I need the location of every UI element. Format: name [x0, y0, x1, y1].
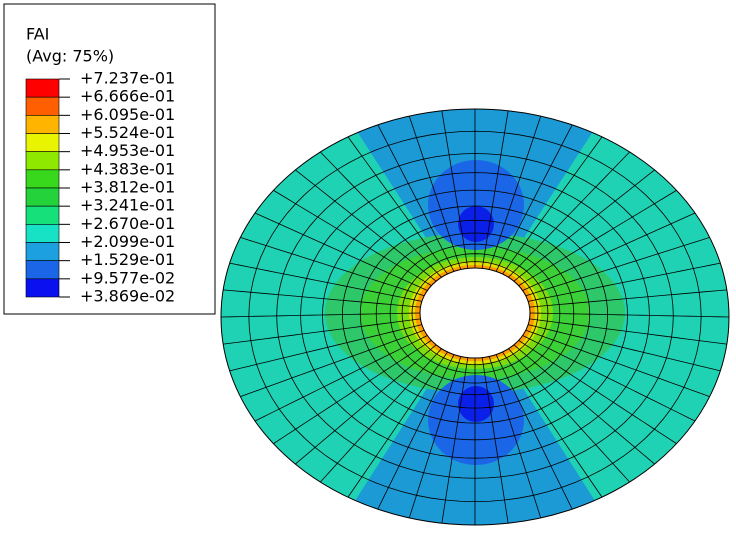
- mesh-ring: [389, 243, 561, 384]
- mesh-radial: [488, 356, 542, 519]
- mesh-ring: [401, 253, 549, 374]
- mesh-radial: [408, 115, 462, 270]
- legend-swatch: [25, 151, 60, 171]
- mesh-radial: [229, 324, 422, 372]
- mesh-radial: [525, 329, 710, 397]
- legend-label: +5.524e-01: [80, 123, 175, 142]
- mesh-radial: [408, 356, 462, 519]
- mesh-radial: [502, 136, 603, 275]
- legend-swatch: [25, 115, 60, 134]
- plate-edge: [220, 108, 730, 526]
- legend-swatch: [25, 278, 60, 298]
- mesh-ring: [341, 205, 609, 424]
- legend-label: +2.670e-01: [80, 214, 175, 233]
- mesh-radial: [513, 344, 655, 465]
- mesh-radial: [495, 124, 573, 272]
- mesh-radial: [481, 357, 509, 524]
- mesh-radial: [508, 348, 630, 483]
- legend-label: +4.953e-01: [80, 141, 175, 160]
- mesh-radial: [254, 335, 428, 422]
- mesh-radial: [377, 124, 455, 272]
- mesh-radial: [518, 340, 677, 444]
- mesh-radial: [502, 351, 603, 498]
- top-low-zone: [428, 160, 524, 250]
- mesh-radial: [488, 115, 542, 270]
- mesh-radial: [522, 212, 696, 291]
- legend-swatch: [25, 169, 60, 189]
- mesh-radial: [223, 289, 421, 308]
- mesh-ring: [411, 261, 539, 366]
- legend-label: +3.241e-01: [80, 196, 175, 215]
- legend-label: +1.529e-01: [80, 250, 175, 269]
- mesh-radial: [240, 329, 425, 397]
- mesh-radial: [529, 289, 727, 308]
- mesh-radial: [481, 110, 509, 269]
- legend-swatch: [25, 96, 60, 116]
- mesh-radial: [320, 348, 442, 483]
- mesh-radial: [508, 151, 630, 278]
- mesh-radial: [441, 110, 469, 269]
- mesh-radial: [295, 169, 437, 282]
- legend-label: +4.383e-01: [80, 159, 175, 178]
- legend-swatch: [25, 242, 60, 261]
- mesh-radial: [513, 169, 655, 282]
- mesh-radial: [254, 212, 428, 291]
- mesh-radial: [528, 324, 721, 372]
- bottom-min-zone: [458, 386, 494, 422]
- legend-swatch: [25, 224, 60, 243]
- mesh-radial: [347, 136, 448, 275]
- mesh-radial: [441, 357, 469, 524]
- legend-title: FAI: [26, 25, 49, 44]
- legend-label: +6.666e-01: [80, 87, 175, 106]
- mesh: [221, 109, 729, 525]
- legend-subtitle: (Avg: 75%): [26, 47, 114, 66]
- mesh-radial: [525, 237, 710, 297]
- legend-label: +3.812e-01: [80, 178, 175, 197]
- contour-plot: [221, 109, 729, 525]
- mesh-radial: [221, 312, 421, 318]
- mesh-radial: [518, 190, 677, 286]
- hole: [419, 267, 531, 359]
- mesh-radial: [347, 351, 448, 498]
- mesh-ring: [276, 153, 674, 479]
- legend-label: +9.577e-02: [80, 268, 175, 287]
- legend-swatch: [25, 78, 60, 98]
- mesh-ring: [359, 219, 591, 409]
- legend-swatch: [25, 205, 60, 225]
- legend-swatch: [25, 187, 60, 207]
- top-min-zone: [458, 206, 494, 242]
- mesh-ring: [322, 189, 628, 441]
- legend-label: +7.237e-01: [80, 69, 175, 88]
- mesh-radial: [320, 151, 442, 278]
- mesh-radial: [229, 262, 422, 302]
- mesh-radial: [223, 318, 421, 345]
- mesh-radial: [529, 318, 727, 345]
- mesh-ring: [375, 232, 575, 396]
- mesh-ring: [248, 130, 702, 503]
- legend-label: +3.869e-02: [80, 287, 175, 306]
- mesh-radial: [240, 237, 425, 297]
- legend-label: +2.099e-01: [80, 232, 175, 251]
- legend-swatch: [25, 260, 60, 280]
- legend: FAI (Avg: 75%) +7.237e-01+6.666e-01+6.09…: [3, 3, 216, 315]
- legend-label: +6.095e-01: [80, 105, 175, 124]
- mesh-radial: [495, 354, 573, 510]
- mesh-radial: [273, 190, 432, 286]
- mesh-radial: [295, 344, 437, 465]
- mesh-radial: [522, 335, 696, 422]
- mesh-radial: [529, 312, 729, 318]
- mesh-radial: [528, 262, 721, 302]
- mesh-ring: [300, 172, 650, 459]
- mesh-radial: [377, 354, 455, 510]
- mesh-radial: [273, 340, 432, 444]
- legend-swatch: [25, 133, 60, 152]
